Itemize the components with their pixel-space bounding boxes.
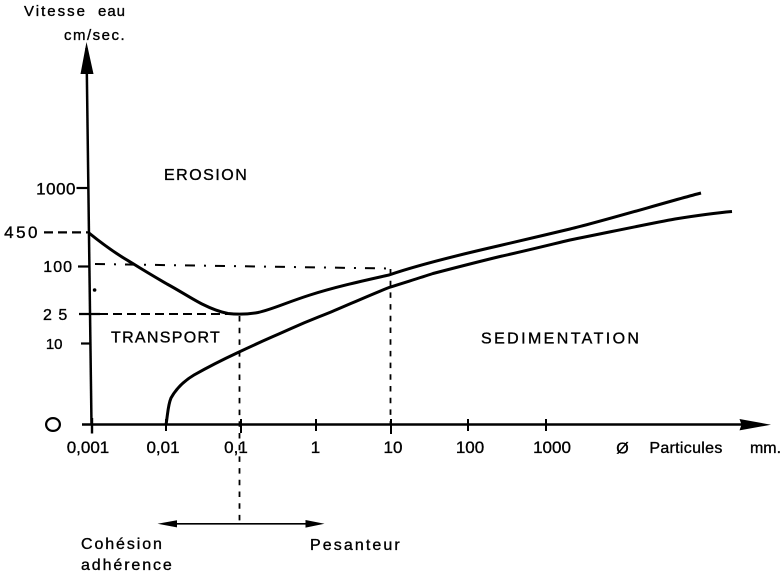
svg-text:Pesanteur: Pesanteur bbox=[310, 537, 402, 554]
svg-text:100: 100 bbox=[43, 259, 73, 276]
svg-text:eau: eau bbox=[98, 3, 126, 20]
svg-text:1000: 1000 bbox=[36, 180, 76, 199]
svg-text:mm.: mm. bbox=[750, 440, 781, 457]
svg-text:25: 25 bbox=[43, 307, 74, 324]
svg-text:SEDIMENTATION: SEDIMENTATION bbox=[481, 331, 641, 348]
svg-text:Vitesse: Vitesse bbox=[24, 3, 87, 20]
svg-text:0,01: 0,01 bbox=[146, 438, 179, 457]
svg-text:1000: 1000 bbox=[533, 438, 571, 457]
svg-text:Particules: Particules bbox=[649, 440, 722, 457]
svg-text:cm/sec.: cm/sec. bbox=[64, 27, 126, 44]
svg-text:TRANSPORT: TRANSPORT bbox=[111, 330, 221, 347]
svg-text:0,1: 0,1 bbox=[224, 438, 248, 457]
svg-text:1: 1 bbox=[311, 438, 320, 457]
svg-text:adhérence: adhérence bbox=[81, 557, 174, 574]
svg-text:EROSION: EROSION bbox=[164, 167, 248, 184]
svg-text:10: 10 bbox=[384, 438, 403, 457]
svg-text:10: 10 bbox=[46, 336, 63, 353]
svg-text:Cohésion: Cohésion bbox=[81, 536, 164, 553]
svg-text:0,001: 0,001 bbox=[67, 438, 110, 457]
svg-text:100: 100 bbox=[456, 438, 484, 457]
svg-text:450: 450 bbox=[4, 223, 40, 242]
svg-text:Ø: Ø bbox=[616, 441, 628, 458]
